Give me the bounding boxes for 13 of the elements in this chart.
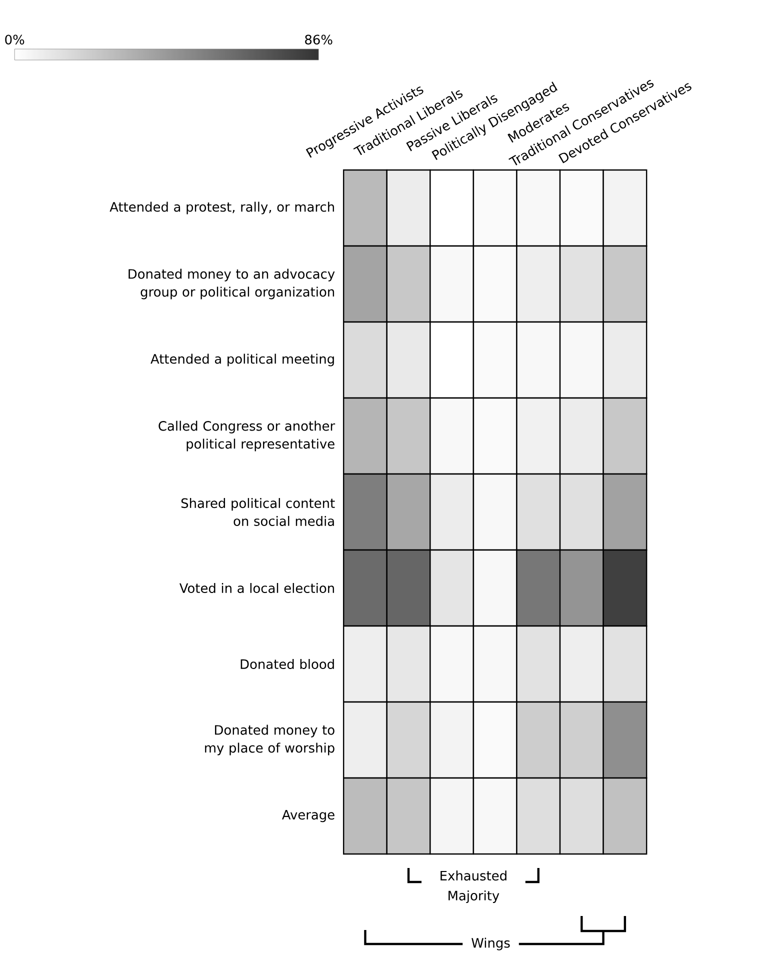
color-bar-label: 0% [5, 34, 24, 44]
y-tick-label: Donated money to an advocacy group or political organization [128, 268, 335, 300]
y-tick-label: Shared political content on social media [182, 498, 335, 526]
y-tick-label: Attended a political meeting [150, 354, 334, 366]
text: Exhausted Majority [440, 870, 507, 903]
y-tick-label: Attended a protest, rally, or march [110, 202, 334, 214]
y-tick-label: Called Congress or another political representative [158, 420, 336, 452]
text: Wings [472, 938, 510, 950]
y-tick-label: Donated blood [241, 659, 334, 670]
y-tick-label: Average [282, 810, 335, 822]
color-bar-label: 86% [305, 34, 332, 44]
y-tick-label: Voted in a local election [180, 583, 334, 594]
y-tick-label: Donated money to my place of worship [205, 724, 335, 756]
